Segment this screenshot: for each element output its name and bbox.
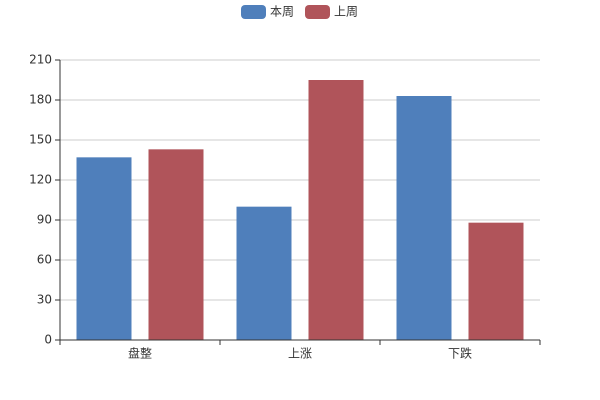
x-tick-label: 盘整: [128, 346, 152, 361]
legend-swatch[interactable]: [305, 5, 330, 19]
y-tick-label: 120: [29, 173, 52, 187]
y-tick-label: 90: [37, 213, 52, 227]
bar: [236, 206, 292, 340]
legend-label[interactable]: 上周: [334, 5, 358, 19]
y-tick-label: 180: [29, 93, 52, 107]
y-tick-label: 210: [29, 53, 52, 67]
bar: [308, 80, 364, 340]
y-tick-label: 150: [29, 133, 52, 147]
x-tick-label: 上涨: [288, 346, 312, 361]
bar: [148, 149, 204, 340]
y-tick-label: 30: [37, 293, 52, 307]
legend-label[interactable]: 本周: [270, 5, 294, 19]
y-tick-label: 60: [37, 253, 52, 267]
legend-swatch[interactable]: [241, 5, 266, 19]
bar: [76, 157, 132, 340]
bar: [396, 96, 452, 340]
x-tick-label: 下跌: [448, 346, 472, 361]
y-tick-label: 0: [44, 333, 52, 347]
bar: [468, 222, 524, 340]
